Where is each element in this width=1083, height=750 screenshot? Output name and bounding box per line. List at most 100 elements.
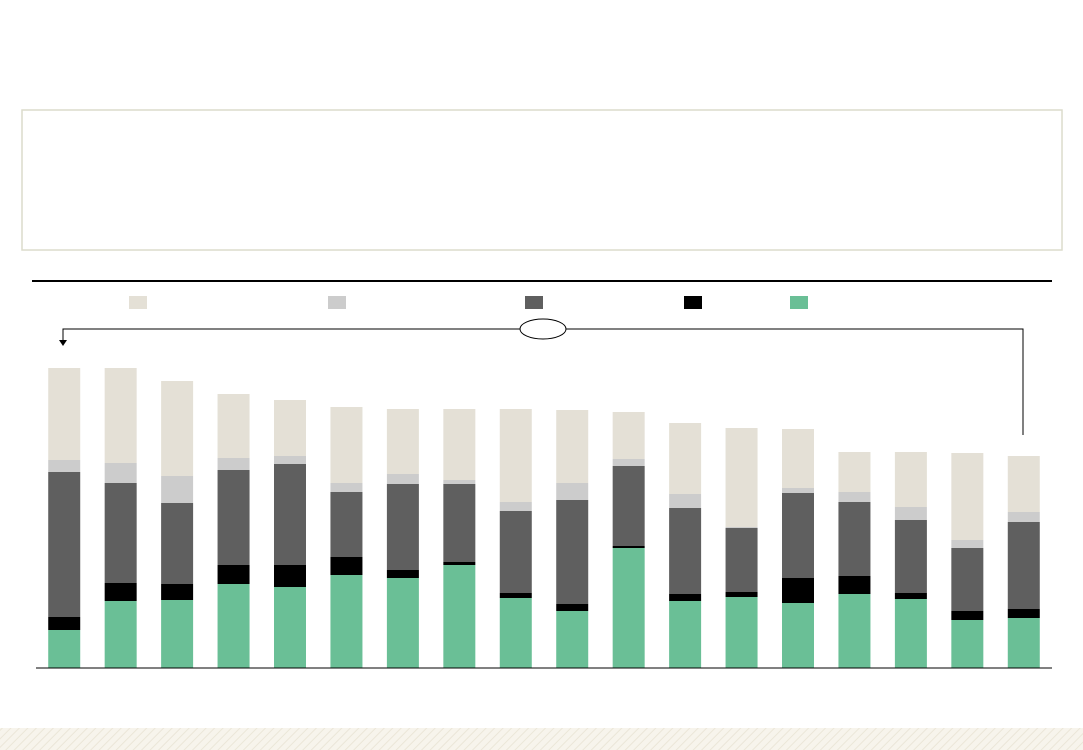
bar-segment bbox=[725, 528, 758, 592]
bar-segment bbox=[217, 565, 250, 584]
bar-segment bbox=[838, 452, 871, 492]
bar-segment bbox=[1007, 512, 1040, 522]
bar-segment bbox=[612, 459, 645, 466]
bar-segment bbox=[556, 500, 589, 604]
bar-segment bbox=[669, 601, 702, 668]
legend-swatch bbox=[525, 296, 543, 309]
bar-segment bbox=[612, 546, 645, 548]
bar-segment bbox=[386, 409, 419, 474]
bar-segment bbox=[1007, 522, 1040, 609]
bar-segment bbox=[274, 400, 306, 456]
bar-segment bbox=[894, 507, 927, 520]
bar-segment bbox=[386, 474, 419, 484]
bar-segment bbox=[104, 463, 137, 483]
bar-segment bbox=[894, 599, 927, 668]
bar-segment bbox=[556, 483, 589, 500]
bar-segment bbox=[386, 578, 419, 668]
bar-segment bbox=[612, 548, 645, 668]
bar-segment bbox=[274, 464, 306, 565]
arrow-head bbox=[59, 340, 67, 346]
bar-segment bbox=[838, 492, 871, 502]
bar-segment bbox=[161, 503, 194, 584]
bar-segment bbox=[894, 452, 927, 507]
bar-segment bbox=[499, 593, 532, 598]
bar-segment bbox=[612, 466, 645, 546]
bar-segment bbox=[217, 584, 250, 668]
bar-segment bbox=[1007, 618, 1040, 668]
bracket bbox=[62, 328, 1024, 435]
bar-segment bbox=[330, 557, 363, 575]
bar-segment bbox=[1007, 456, 1040, 512]
bar-segment bbox=[782, 603, 814, 668]
bar-segment bbox=[386, 570, 419, 578]
bar-segment bbox=[499, 502, 532, 511]
bar-segment bbox=[951, 548, 984, 611]
bar-segment bbox=[161, 381, 194, 476]
bar-segment bbox=[330, 492, 363, 557]
bar-segment bbox=[838, 594, 871, 668]
bar-segment bbox=[48, 368, 81, 460]
bar-segment bbox=[330, 483, 363, 492]
bar-segment bbox=[1007, 609, 1040, 618]
bar-segment bbox=[443, 565, 476, 668]
bar-segment bbox=[161, 584, 194, 600]
bar-segment bbox=[217, 470, 250, 565]
bar-segment bbox=[274, 456, 306, 464]
bar-segment bbox=[161, 600, 194, 668]
bar-segment bbox=[782, 493, 814, 578]
bar-segment bbox=[161, 476, 194, 503]
bar-segment bbox=[951, 611, 984, 620]
legend-swatch bbox=[684, 296, 702, 309]
bar-segment bbox=[894, 520, 927, 593]
legend-swatch bbox=[129, 296, 147, 309]
bar-segment bbox=[951, 620, 984, 668]
bar-segment bbox=[443, 562, 476, 565]
bar-segment bbox=[556, 604, 589, 611]
bar-segment bbox=[612, 412, 645, 459]
bar-segment bbox=[217, 394, 250, 458]
bar-segment bbox=[330, 575, 363, 668]
text-box bbox=[21, 109, 1063, 251]
footer-band bbox=[0, 728, 1083, 750]
bar-segment bbox=[386, 484, 419, 570]
bar-segment bbox=[782, 429, 814, 488]
bar-segment bbox=[838, 576, 871, 594]
legend-swatch bbox=[328, 296, 346, 309]
bar-segment bbox=[669, 494, 702, 508]
legend-swatch bbox=[790, 296, 808, 309]
bar-segment bbox=[499, 409, 532, 502]
bar-segment bbox=[48, 472, 81, 617]
bar-segment bbox=[782, 488, 814, 493]
bar-segment bbox=[951, 453, 984, 540]
bar-segment bbox=[725, 592, 758, 597]
bar-segment bbox=[838, 502, 871, 576]
bar-segment bbox=[330, 407, 363, 483]
bar-segment bbox=[104, 601, 137, 668]
bar-segment bbox=[782, 578, 814, 603]
bar-segment bbox=[894, 593, 927, 599]
bar-segment bbox=[725, 527, 758, 528]
bar-segment bbox=[669, 594, 702, 601]
bar-segment bbox=[48, 460, 81, 472]
bar-segment bbox=[499, 598, 532, 668]
bar-segment bbox=[443, 409, 476, 480]
bar-segment bbox=[951, 540, 984, 548]
bar-segment bbox=[499, 511, 532, 593]
bar-segment bbox=[669, 508, 702, 594]
bar-segment bbox=[48, 630, 81, 668]
bar-segment bbox=[217, 458, 250, 470]
bar-segment bbox=[725, 597, 758, 668]
bar-segment bbox=[725, 428, 758, 527]
bar-segment bbox=[556, 410, 589, 483]
bar-segment bbox=[48, 617, 81, 630]
bar-segment bbox=[443, 484, 476, 562]
bar-segment bbox=[443, 480, 476, 484]
bar-segment bbox=[274, 565, 306, 587]
bar-segment bbox=[104, 483, 137, 583]
bar-segment bbox=[669, 423, 702, 494]
callout-ellipse bbox=[519, 318, 567, 340]
bar-segment bbox=[104, 583, 137, 601]
bar-segment bbox=[274, 587, 306, 668]
